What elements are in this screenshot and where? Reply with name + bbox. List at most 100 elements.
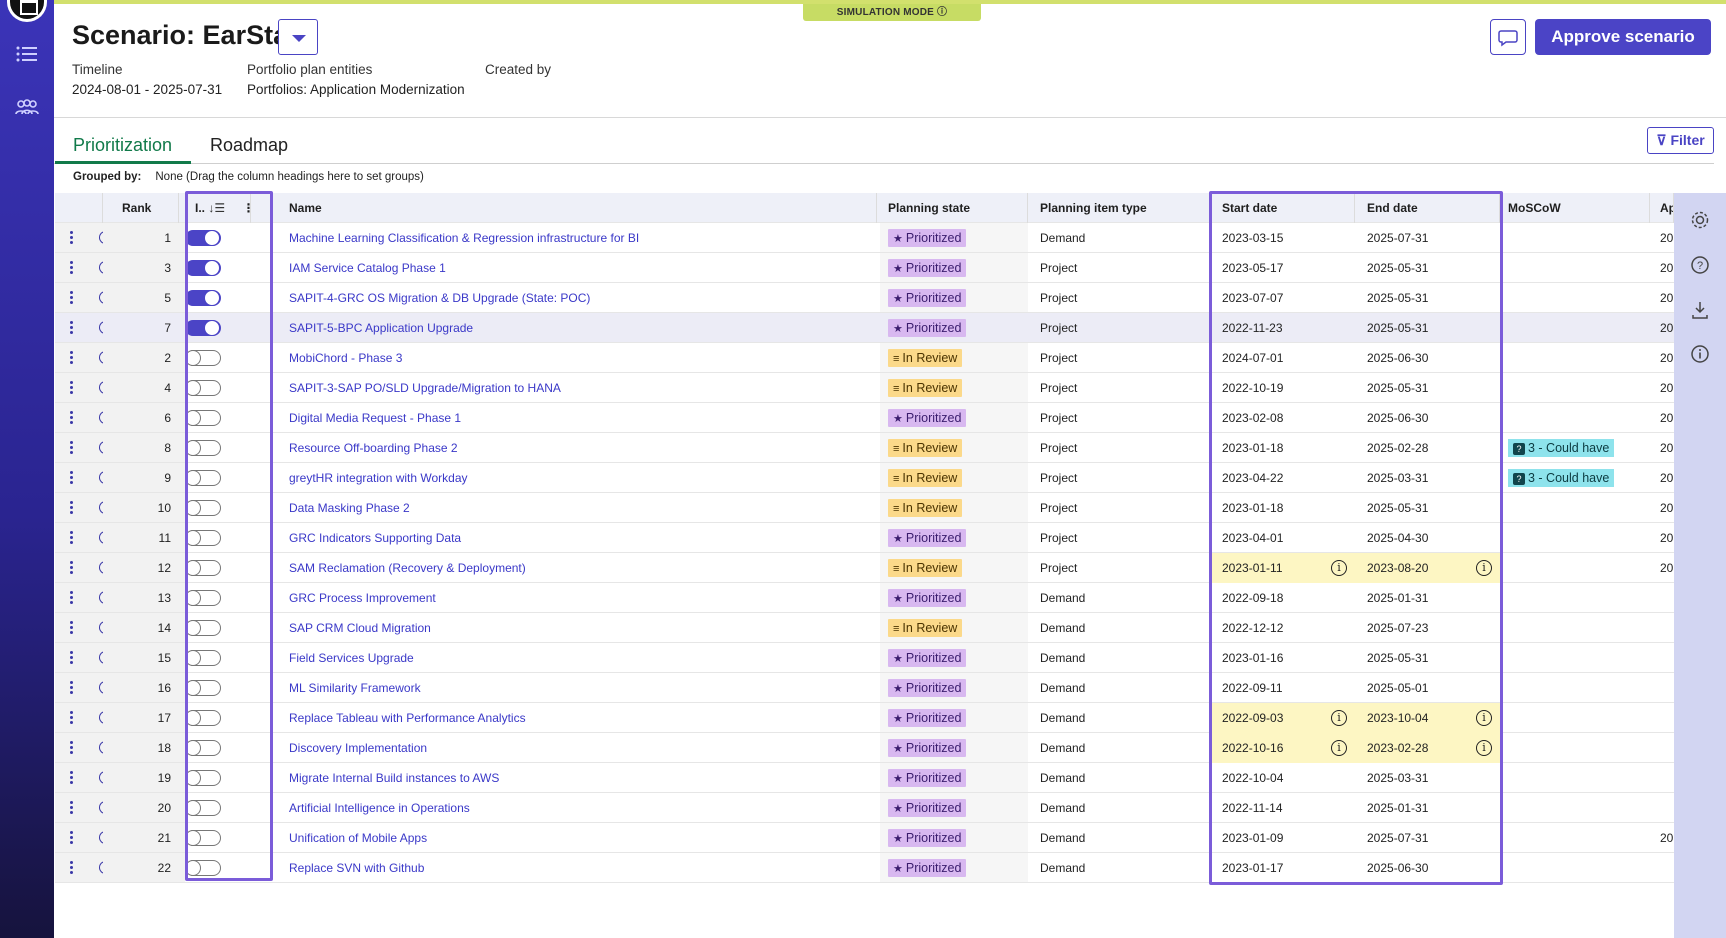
end-date-cell[interactable]: 2025-02-28 bbox=[1355, 433, 1500, 463]
row-menu-icon[interactable] bbox=[70, 621, 74, 635]
tab-roadmap[interactable]: Roadmap bbox=[210, 135, 289, 155]
item-name-link[interactable]: SAPIT-5-BPC Application Upgrade bbox=[289, 321, 474, 335]
item-name-link[interactable]: IAM Service Catalog Phase 1 bbox=[289, 261, 446, 275]
item-name-link[interactable]: Unification of Mobile Apps bbox=[289, 831, 428, 845]
start-date-cell[interactable]: 2023-05-17 bbox=[1210, 253, 1355, 283]
table-row[interactable]: 8 Resource Off-boarding Phase 2 ≡ In Review… bbox=[55, 433, 1674, 463]
start-date-cell[interactable]: 2023-04-01 bbox=[1210, 523, 1355, 553]
row-menu-icon[interactable] bbox=[70, 471, 74, 485]
row-menu-icon[interactable] bbox=[70, 771, 74, 785]
include-toggle[interactable] bbox=[184, 349, 221, 366]
start-date-cell[interactable]: 2023-01-18 bbox=[1210, 493, 1355, 523]
column-header-end-date[interactable]: End date bbox=[1355, 193, 1500, 223]
item-name-link[interactable]: MobiChord - Phase 3 bbox=[289, 351, 403, 365]
end-date-cell[interactable]: 2023-10-04 i bbox=[1355, 703, 1500, 733]
start-date-cell[interactable]: 2022-09-11 bbox=[1210, 673, 1355, 703]
date-warning-icon[interactable]: i bbox=[1331, 560, 1347, 576]
moscow-cell[interactable] bbox=[1500, 313, 1650, 343]
item-name-link[interactable]: Migrate Internal Build instances to AWS bbox=[289, 771, 500, 785]
item-name-link[interactable]: GRC Process Improvement bbox=[289, 591, 436, 605]
row-menu-icon[interactable] bbox=[70, 291, 74, 305]
row-menu-icon[interactable] bbox=[70, 561, 74, 575]
item-name-link[interactable]: Digital Media Request - Phase 1 bbox=[289, 411, 462, 425]
start-date-cell[interactable]: 2022-09-18 bbox=[1210, 583, 1355, 613]
include-toggle[interactable] bbox=[185, 229, 221, 246]
table-row[interactable]: 4 SAPIT-3-SAP PO/SLD Upgrade/Migration to… bbox=[55, 373, 1674, 403]
item-name-link[interactable]: Artificial Intelligence in Operations bbox=[289, 801, 470, 815]
start-date-cell[interactable]: 2023-07-07 bbox=[1210, 283, 1355, 313]
sort-desc-icon[interactable]: ↓☰ bbox=[208, 201, 226, 215]
table-row[interactable]: 1 Machine Learning Classification & Regre… bbox=[55, 223, 1674, 253]
table-row[interactable]: 7 SAPIT-5-BPC Application Upgrade ★ Priorit… bbox=[55, 313, 1674, 343]
date-warning-icon[interactable]: i bbox=[1331, 710, 1347, 726]
include-toggle[interactable] bbox=[185, 259, 221, 276]
item-name-link[interactable]: Resource Off-boarding Phase 2 bbox=[289, 441, 458, 455]
row-menu-icon[interactable] bbox=[70, 441, 74, 455]
moscow-cell[interactable] bbox=[1500, 253, 1650, 283]
item-name-link[interactable]: Data Masking Phase 2 bbox=[289, 501, 410, 515]
app-logo-icon[interactable] bbox=[7, 0, 47, 22]
end-date-cell[interactable]: 2025-05-01 bbox=[1355, 673, 1500, 703]
moscow-cell[interactable] bbox=[1500, 643, 1650, 673]
start-date-cell[interactable]: 2023-01-09 bbox=[1210, 823, 1355, 853]
tab-prioritization[interactable]: Prioritization bbox=[73, 135, 173, 155]
table-row[interactable]: 18 Discovery Implementation ★ Prioritized De… bbox=[55, 733, 1674, 763]
end-date-cell[interactable]: 2025-03-31 bbox=[1355, 763, 1500, 793]
table-row[interactable]: 2 MobiChord - Phase 3 ≡ In Review Project 202… bbox=[55, 343, 1674, 373]
end-date-cell[interactable]: 2025-06-30 bbox=[1355, 853, 1500, 883]
moscow-cell[interactable]: ? 3 - Could have bbox=[1500, 433, 1650, 463]
end-date-cell[interactable]: 2025-04-30 bbox=[1355, 523, 1500, 553]
column-header-start-date[interactable]: Start date bbox=[1210, 193, 1355, 223]
item-name-link[interactable]: GRC Indicators Supporting Data bbox=[289, 531, 462, 545]
moscow-cell[interactable] bbox=[1500, 793, 1650, 823]
row-menu-icon[interactable] bbox=[70, 531, 74, 545]
table-row[interactable]: 6 Digital Media Request - Phase 1 ★ Priorit… bbox=[55, 403, 1674, 433]
start-date-cell[interactable]: 2023-04-22 bbox=[1210, 463, 1355, 493]
item-name-link[interactable]: Replace Tableau with Performance Analyti… bbox=[289, 711, 526, 725]
start-date-cell[interactable]: 2024-07-01 bbox=[1210, 343, 1355, 373]
end-date-cell[interactable]: 2025-07-31 bbox=[1355, 223, 1500, 253]
date-warning-icon[interactable]: i bbox=[1476, 710, 1492, 726]
end-date-cell[interactable]: 2025-05-31 bbox=[1355, 643, 1500, 673]
start-date-cell[interactable]: 2022-12-12 bbox=[1210, 613, 1355, 643]
include-toggle[interactable] bbox=[184, 829, 221, 846]
include-toggle[interactable] bbox=[184, 859, 221, 876]
row-menu-icon[interactable] bbox=[70, 651, 74, 665]
start-date-cell[interactable]: 2022-10-16 i bbox=[1210, 733, 1355, 763]
include-toggle[interactable] bbox=[184, 409, 221, 426]
item-name-link[interactable]: ML Similarity Framework bbox=[289, 681, 421, 695]
row-menu-icon[interactable] bbox=[70, 591, 74, 605]
include-toggle[interactable] bbox=[184, 439, 221, 456]
item-name-link[interactable]: Discovery Implementation bbox=[289, 741, 428, 755]
moscow-cell[interactable] bbox=[1500, 223, 1650, 253]
moscow-cell[interactable] bbox=[1500, 673, 1650, 703]
item-name-link[interactable]: greytHR integration with Workday bbox=[289, 471, 468, 485]
end-date-cell[interactable]: 2025-06-30 bbox=[1355, 343, 1500, 373]
help-icon[interactable]: ? bbox=[1689, 254, 1711, 276]
filter-button[interactable]: ⊽ Filter bbox=[1647, 127, 1714, 154]
include-toggle[interactable] bbox=[184, 379, 221, 396]
include-toggle[interactable] bbox=[184, 709, 221, 726]
end-date-cell[interactable]: 2025-05-31 bbox=[1355, 283, 1500, 313]
moscow-cell[interactable] bbox=[1500, 283, 1650, 313]
moscow-cell[interactable] bbox=[1500, 733, 1650, 763]
moscow-cell[interactable] bbox=[1500, 493, 1650, 523]
table-row[interactable]: 12 SAM Reclamation (Recovery & Deployment… bbox=[55, 553, 1674, 583]
item-name-link[interactable]: Machine Learning Classification & Regres… bbox=[289, 231, 640, 245]
row-menu-icon[interactable] bbox=[70, 831, 74, 845]
start-date-cell[interactable]: 2023-01-18 bbox=[1210, 433, 1355, 463]
row-menu-icon[interactable] bbox=[70, 261, 74, 275]
table-row[interactable]: 3 IAM Service Catalog Phase 1 ★ Prioritized… bbox=[55, 253, 1674, 283]
end-date-cell[interactable]: 2025-07-23 bbox=[1355, 613, 1500, 643]
comment-button[interactable] bbox=[1490, 19, 1526, 55]
start-date-cell[interactable]: 2023-01-11 i bbox=[1210, 553, 1355, 583]
end-date-cell[interactable]: 2023-02-28 i bbox=[1355, 733, 1500, 763]
item-name-link[interactable]: Field Services Upgrade bbox=[289, 651, 414, 665]
list-icon[interactable] bbox=[15, 44, 39, 64]
end-date-cell[interactable]: 2025-07-31 bbox=[1355, 823, 1500, 853]
moscow-cell[interactable] bbox=[1500, 343, 1650, 373]
download-icon[interactable] bbox=[1689, 299, 1711, 321]
approve-scenario-button[interactable]: Approve scenario bbox=[1535, 19, 1711, 55]
include-toggle[interactable] bbox=[184, 799, 221, 816]
table-row[interactable]: 15 Field Services Upgrade ★ Prioritized Dema… bbox=[55, 643, 1674, 673]
